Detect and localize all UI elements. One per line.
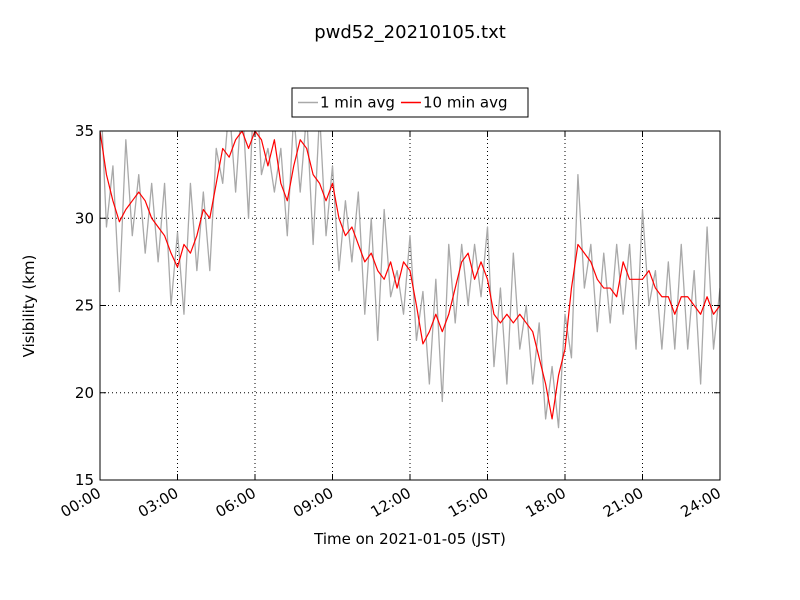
x-axis-label: Time on 2021-01-05 (JST) [313,530,506,548]
legend-label: 10 min avg [423,94,508,112]
y-axis-label: Visibility (km) [20,255,38,358]
y-tick-label: 20 [75,384,94,402]
legend-label: 1 min avg [320,94,395,112]
chart-title: pwd52_20210105.txt [314,22,506,43]
y-tick-label: 15 [75,471,94,489]
series-line [100,131,720,420]
series-line [101,131,720,429]
y-tick-label: 30 [75,209,94,227]
plot-area [100,131,720,429]
y-tick-label: 35 [75,122,94,140]
legend: 1 min avg 10 min avg [291,87,529,118]
y-tick-label: 25 [75,297,94,315]
